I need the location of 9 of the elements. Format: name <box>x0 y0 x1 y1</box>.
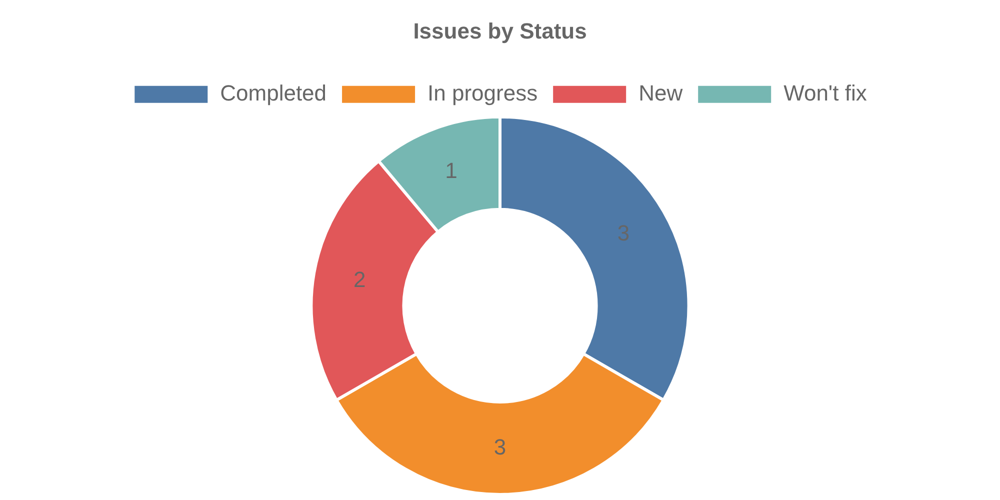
legend-label: In progress <box>428 80 538 106</box>
data-label: 1 <box>445 158 458 183</box>
data-label: 3 <box>494 434 506 460</box>
legend-label: Completed <box>220 80 327 106</box>
data-label: 2 <box>353 267 366 292</box>
chart-title: Issues by Status <box>413 18 587 44</box>
data-label: 3 <box>617 220 630 246</box>
legend-label: Won't fix <box>784 80 867 106</box>
legend-label: New <box>638 80 683 106</box>
